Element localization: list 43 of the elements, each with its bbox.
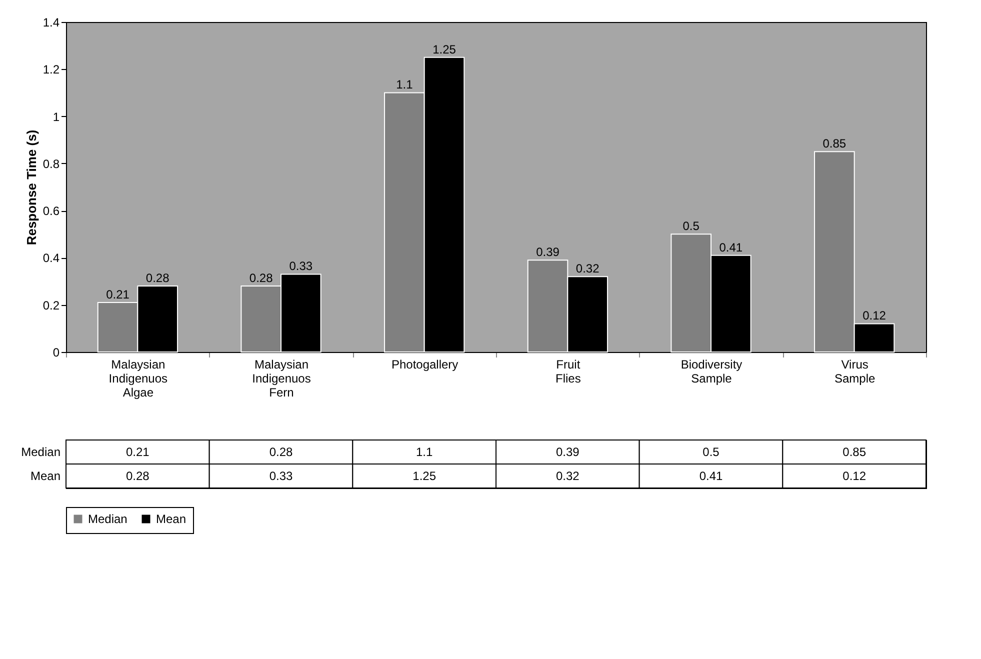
- y-axis-title: Response Time (s): [24, 130, 39, 246]
- data-label: 0.85: [842, 445, 866, 459]
- legend-label: Mean: [156, 512, 186, 526]
- y-tick-label: 0.2: [42, 298, 60, 312]
- y-tick-label: 0.4: [42, 251, 60, 266]
- text: 0.12: [862, 308, 886, 323]
- x-tick-label: Virus Sample: [834, 358, 876, 386]
- data-label: 0.28: [126, 469, 150, 483]
- data-label: 1.1: [416, 445, 433, 459]
- x-tick-label: Malaysian Indigenuos Algae: [108, 358, 168, 400]
- text: 0.41: [719, 240, 743, 254]
- data-label: 0.5: [702, 445, 720, 459]
- data-label: 0.32: [556, 469, 580, 483]
- legend-label: Median: [88, 512, 128, 526]
- y-tick-label: 0: [52, 346, 60, 360]
- y-tick-label: 1.4: [42, 16, 60, 30]
- text: 0.28: [146, 271, 170, 285]
- text: 0.5: [682, 219, 700, 234]
- text: 0.39: [536, 245, 560, 260]
- y-tick-label: 0.8: [42, 156, 60, 171]
- data-label: 0.41: [699, 469, 723, 483]
- x-tick-label: Fruit Flies: [555, 358, 581, 386]
- text: 1.1: [396, 78, 413, 92]
- data-label: 0.21: [126, 445, 150, 459]
- text: Mean: [30, 469, 60, 483]
- text: 1.25: [432, 42, 456, 56]
- x-tick-label: Photogallery: [391, 358, 458, 372]
- text: 0.21: [106, 288, 130, 302]
- text: 0.32: [576, 262, 600, 276]
- data-label: 0.12: [842, 469, 866, 483]
- y-tick-label: 1: [52, 110, 60, 124]
- text: 0.85: [822, 136, 846, 151]
- x-tick-label: Malaysian Indigenuos Fern: [252, 358, 311, 400]
- text: 0.33: [289, 259, 313, 274]
- text: Median: [21, 445, 60, 459]
- x-tick-label: Biodiversity Sample: [680, 358, 742, 386]
- data-label: 1.25: [412, 469, 436, 483]
- text: 0.28: [249, 271, 273, 285]
- y-tick-label: 1.2: [42, 62, 60, 77]
- y-tick-label: 0.6: [42, 204, 60, 218]
- data-label: 0.33: [269, 469, 293, 483]
- data-label: 0.39: [556, 445, 580, 459]
- data-label: 0.28: [269, 445, 293, 459]
